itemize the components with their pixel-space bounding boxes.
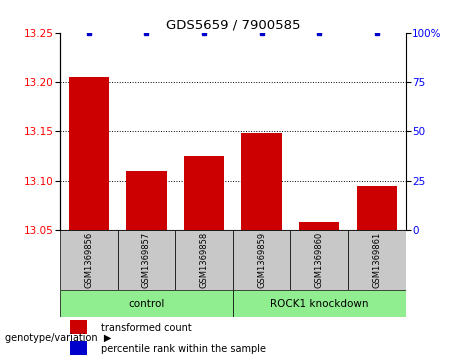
Text: GSM1369861: GSM1369861	[372, 232, 381, 288]
Bar	[60, 230, 118, 290]
Bar	[70, 341, 87, 355]
Title: GDS5659 / 7900585: GDS5659 / 7900585	[165, 19, 300, 32]
Text: control: control	[128, 298, 165, 309]
Bar	[60, 290, 233, 317]
Text: transformed count: transformed count	[100, 323, 191, 333]
Bar	[175, 230, 233, 290]
Bar	[299, 222, 339, 230]
Text: GSM1369857: GSM1369857	[142, 232, 151, 288]
Text: GSM1369860: GSM1369860	[315, 232, 324, 288]
Bar	[233, 230, 290, 290]
Bar	[348, 230, 406, 290]
Text: GSM1369858: GSM1369858	[200, 232, 208, 288]
Bar	[242, 133, 282, 230]
Text: GSM1369859: GSM1369859	[257, 232, 266, 288]
Bar	[118, 230, 175, 290]
Bar	[70, 320, 87, 334]
Bar	[184, 156, 224, 230]
Text: percentile rank within the sample: percentile rank within the sample	[100, 344, 266, 354]
Bar	[233, 290, 406, 317]
Bar	[290, 230, 348, 290]
Bar	[69, 77, 109, 230]
Text: genotype/variation  ▶: genotype/variation ▶	[5, 333, 111, 343]
Text: GSM1369856: GSM1369856	[84, 232, 93, 288]
Bar	[126, 171, 166, 230]
Text: ROCK1 knockdown: ROCK1 knockdown	[270, 298, 368, 309]
Bar	[357, 186, 397, 230]
